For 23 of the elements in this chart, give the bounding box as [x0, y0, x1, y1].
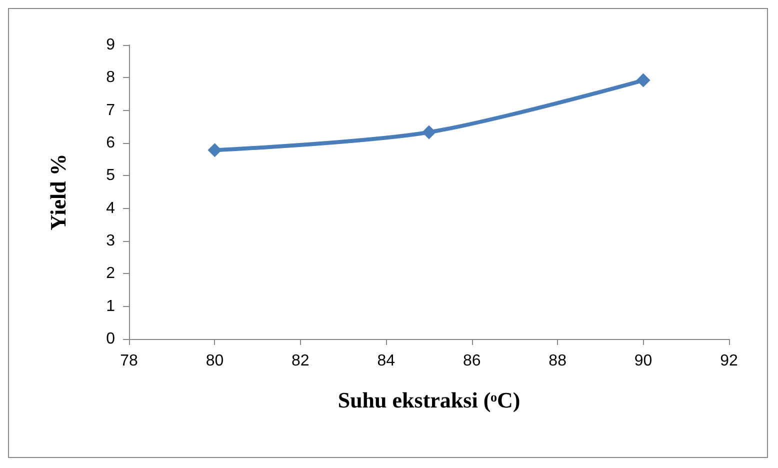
y-axis-title: Yield % — [46, 154, 70, 230]
y-tick-label: 5 — [106, 167, 116, 184]
x-tick-label: 88 — [548, 352, 567, 370]
y-tick-label: 2 — [106, 265, 116, 282]
x-tick-label: 92 — [720, 352, 738, 370]
y-tick-label: 1 — [106, 298, 116, 315]
point — [636, 73, 650, 88]
x-axis-title: Suhu ekstraksi (ᵒC) — [338, 388, 520, 412]
x-tick-label: 84 — [377, 352, 396, 370]
y-tick-label: 4 — [106, 200, 116, 217]
x-tick-label: 90 — [634, 352, 652, 370]
y-tick-label: 8 — [106, 69, 116, 86]
y-tick-label: 9 — [106, 36, 116, 54]
point — [422, 125, 436, 140]
y-tick-label: 0 — [106, 330, 116, 348]
x-tick-label: 80 — [206, 352, 224, 370]
x-tick-label: 78 — [120, 352, 138, 370]
y-tick-label: 7 — [106, 102, 116, 119]
x-tick-label: 82 — [292, 352, 310, 370]
y-tick-label: 6 — [106, 134, 116, 152]
x-tick-label: 86 — [462, 352, 481, 370]
y-tick-label: 3 — [106, 232, 116, 250]
point — [208, 143, 222, 158]
